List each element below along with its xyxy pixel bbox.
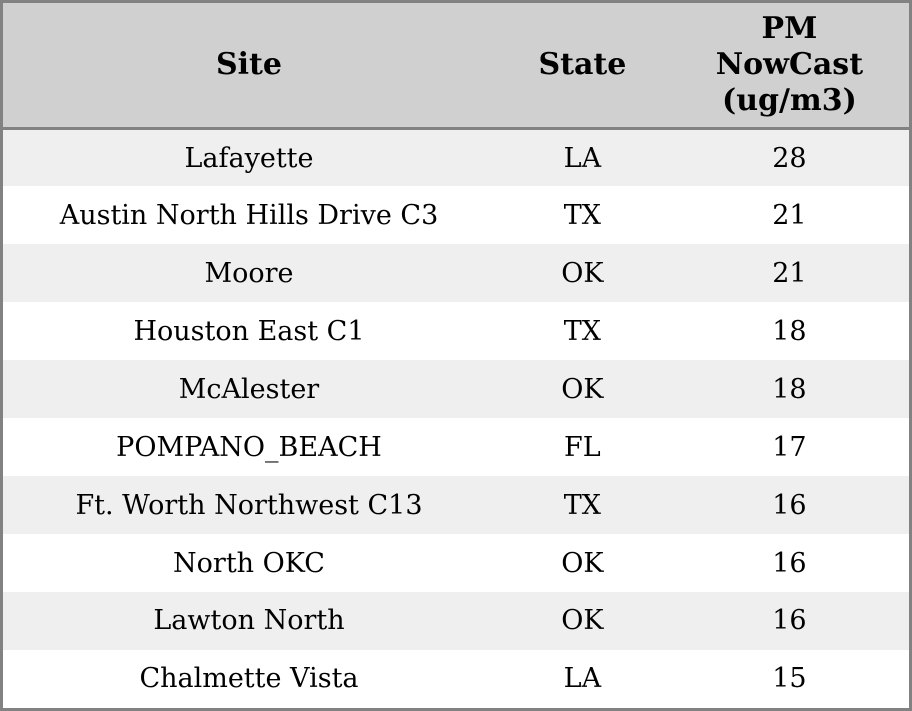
state-cell: FL bbox=[564, 431, 601, 463]
site-cell: Lafayette bbox=[184, 142, 314, 174]
pm-nowcast-cell: 21 bbox=[772, 257, 807, 289]
table-row: Moore OK 21 bbox=[3, 244, 909, 303]
pm-nowcast-cell: 28 bbox=[772, 142, 807, 174]
table-row: Lafayette LA 28 bbox=[3, 128, 909, 187]
pm-nowcast-cell: 21 bbox=[772, 199, 807, 231]
pm-nowcast-cell: 18 bbox=[772, 315, 807, 347]
table-row: Houston East C1 TX 18 bbox=[3, 302, 909, 361]
pm-nowcast-table: Site State PM NowCast (ug/m3) Lafayette L… bbox=[3, 3, 909, 708]
pm-nowcast-cell: 15 bbox=[772, 663, 807, 695]
pm-nowcast-cell: 16 bbox=[772, 547, 807, 579]
column-header-pm-nowcast: PM NowCast (ug/m3) bbox=[669, 3, 909, 130]
state-cell: LA bbox=[563, 142, 602, 174]
pm-nowcast-cell: 16 bbox=[772, 489, 807, 521]
table-row: POMPANO_BEACH FL 17 bbox=[3, 418, 909, 477]
state-cell: OK bbox=[561, 605, 604, 637]
header-row: Site State PM NowCast (ug/m3) bbox=[3, 3, 909, 130]
site-cell: POMPANO_BEACH bbox=[116, 431, 382, 463]
table-header: Site State PM NowCast (ug/m3) bbox=[3, 3, 909, 130]
table-row: North OKC OK 16 bbox=[3, 534, 909, 592]
state-cell: TX bbox=[563, 489, 601, 521]
table-body: Lafayette LA 28 Austin North Hills Drive C3… bbox=[3, 128, 909, 708]
site-cell: North OKC bbox=[173, 547, 325, 579]
site-cell: Houston East C1 bbox=[133, 315, 365, 347]
pm-nowcast-cell: 17 bbox=[772, 431, 807, 463]
pm-nowcast-cell: 16 bbox=[772, 605, 807, 637]
site-cell: McAlester bbox=[178, 373, 320, 405]
site-cell: Chalmette Vista bbox=[139, 663, 359, 695]
site-cell: Austin North Hills Drive C3 bbox=[59, 199, 439, 231]
column-header-state: State bbox=[494, 3, 670, 130]
table-row: Austin North Hills Drive C3 TX 21 bbox=[3, 186, 909, 245]
state-cell: OK bbox=[561, 373, 604, 405]
site-cell: Ft. Worth Northwest C13 bbox=[75, 489, 423, 521]
state-cell: TX bbox=[563, 315, 601, 347]
table-row: Chalmette Vista LA 15 bbox=[3, 649, 909, 708]
pm-nowcast-cell: 18 bbox=[772, 373, 807, 405]
state-cell: TX bbox=[563, 199, 601, 231]
site-cell: Moore bbox=[204, 257, 294, 289]
state-cell: OK bbox=[561, 257, 604, 289]
table-row: McAlester OK 18 bbox=[3, 360, 909, 419]
table-row: Lawton North OK 16 bbox=[3, 592, 909, 650]
state-cell: OK bbox=[561, 547, 604, 579]
table-row: Ft. Worth Northwest C13 TX 16 bbox=[3, 476, 909, 535]
column-header-site: Site bbox=[3, 3, 495, 130]
state-cell: LA bbox=[563, 663, 602, 695]
site-cell: Lawton North bbox=[153, 605, 345, 637]
